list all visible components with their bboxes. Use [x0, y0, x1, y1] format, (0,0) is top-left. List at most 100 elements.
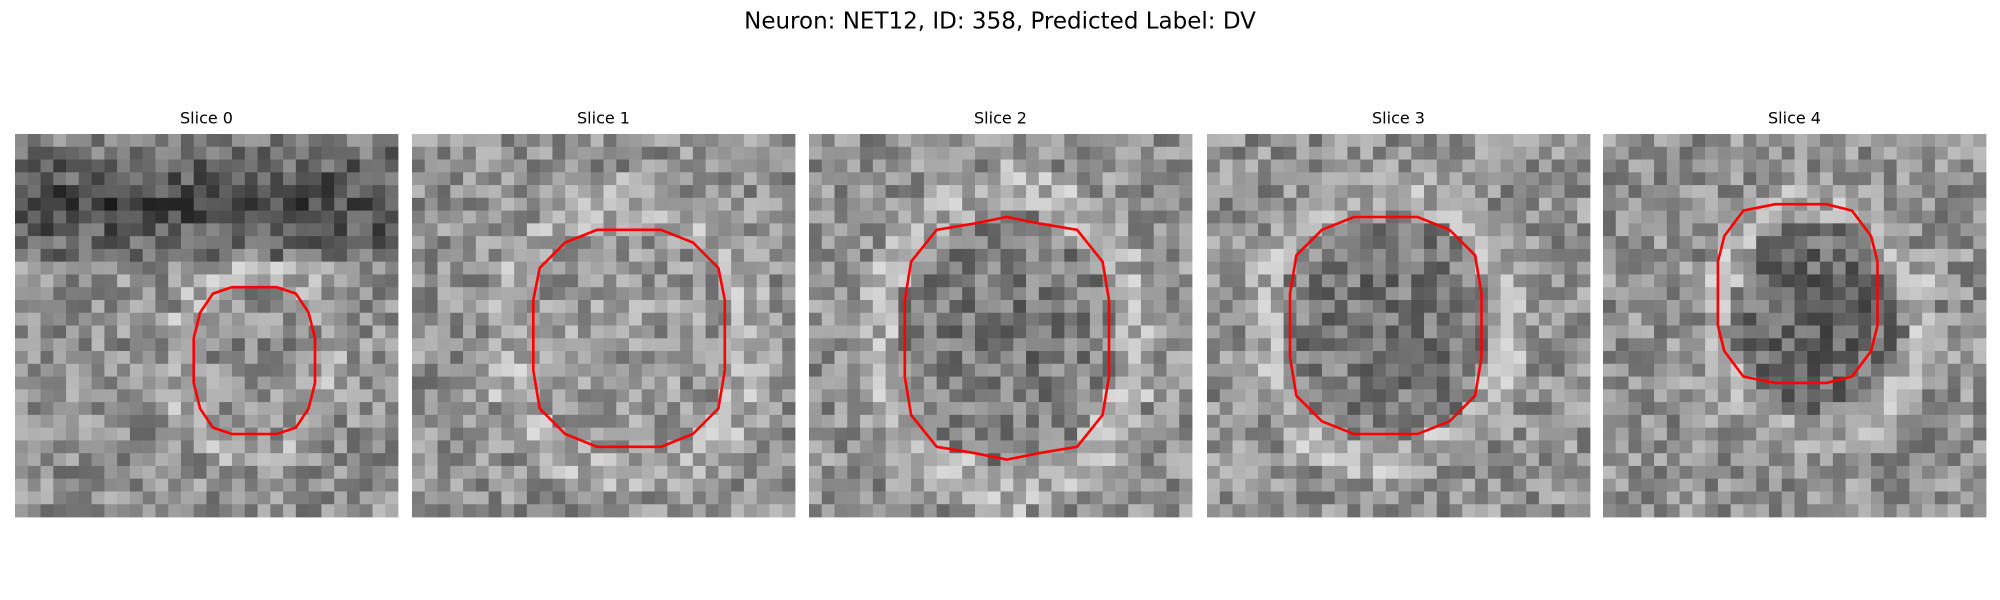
pixel	[1513, 389, 1527, 403]
pixel	[1858, 146, 1872, 160]
pixel	[809, 274, 823, 288]
pixel	[514, 185, 528, 199]
pixel	[987, 402, 1001, 416]
pixel	[412, 427, 426, 441]
pixel	[1513, 236, 1527, 250]
pixel	[1615, 465, 1629, 480]
pixel	[629, 389, 643, 403]
pixel	[424, 299, 438, 314]
pixel	[577, 146, 592, 160]
pixel	[308, 427, 322, 441]
pixel	[1258, 478, 1272, 492]
pixel	[1232, 312, 1246, 326]
pixel	[936, 491, 950, 505]
pixel	[1153, 299, 1167, 314]
pixel	[616, 287, 630, 301]
pixel	[1973, 210, 1987, 224]
pixel	[1705, 210, 1719, 224]
pixel	[53, 465, 67, 480]
pixel	[1832, 338, 1846, 352]
pixel	[1026, 248, 1040, 263]
pixel	[244, 325, 258, 339]
pixel	[1309, 504, 1323, 518]
pixel	[654, 465, 668, 480]
pixel	[680, 248, 694, 263]
pixel	[501, 414, 515, 429]
pixel	[860, 261, 874, 275]
pixel	[1666, 351, 1680, 365]
pixel	[372, 427, 386, 441]
pixel	[1743, 402, 1757, 416]
pixel	[129, 134, 144, 148]
pixel	[1641, 159, 1655, 173]
pixel	[1628, 299, 1642, 314]
pixel	[809, 261, 823, 275]
pixel	[1909, 351, 1923, 365]
pixel	[590, 185, 604, 199]
pixel	[308, 414, 322, 429]
pixel	[78, 261, 92, 275]
pixel	[1449, 414, 1463, 429]
pixel	[1820, 363, 1834, 377]
pixel	[1245, 440, 1259, 454]
pixel	[1628, 287, 1642, 301]
pixel	[962, 465, 976, 480]
pixel	[206, 427, 220, 441]
pixel	[885, 210, 899, 224]
pixel	[1462, 172, 1476, 186]
pixel	[1013, 185, 1027, 199]
pixel	[654, 185, 668, 199]
pixel	[475, 312, 489, 326]
pixel	[359, 159, 373, 173]
pixel	[15, 172, 29, 186]
pixel	[244, 504, 258, 518]
pixel	[219, 504, 233, 518]
pixel	[1756, 134, 1770, 148]
pixel	[514, 376, 528, 390]
pixel	[1115, 236, 1129, 250]
pixel	[1603, 478, 1617, 492]
pixel	[1717, 274, 1732, 288]
pixel	[1641, 146, 1655, 160]
pixel	[346, 440, 361, 454]
pixel	[15, 159, 29, 173]
pixel	[1513, 261, 1527, 275]
pixel	[1538, 427, 1553, 441]
pixel	[475, 236, 489, 250]
pixel	[1909, 134, 1923, 148]
pixel	[193, 185, 207, 199]
pixel	[1013, 236, 1027, 250]
pixel	[129, 402, 144, 416]
pixel	[1679, 223, 1693, 237]
pixel	[295, 236, 310, 250]
pixel	[1385, 491, 1399, 505]
pixel	[1000, 351, 1014, 365]
pixel	[1526, 491, 1540, 505]
pixel	[1128, 261, 1142, 275]
pixel	[1577, 376, 1591, 390]
pixel	[847, 453, 861, 467]
pixel	[1038, 274, 1052, 288]
pixel	[1973, 159, 1987, 173]
pixel	[731, 274, 745, 288]
pixel	[1756, 172, 1770, 186]
pixel	[1730, 414, 1744, 429]
pixel	[1372, 453, 1387, 467]
pixel	[654, 325, 668, 339]
pixel	[1051, 504, 1065, 518]
pixel	[232, 389, 246, 403]
pixel	[1115, 159, 1129, 173]
pixel	[1026, 351, 1040, 365]
pixel	[437, 312, 451, 326]
pixel	[974, 491, 989, 505]
pixel	[257, 440, 271, 454]
pixel	[1845, 197, 1859, 211]
pixel	[809, 185, 823, 199]
pixel	[898, 146, 912, 160]
pixel	[346, 351, 361, 365]
pixel	[142, 478, 156, 492]
pixel	[232, 478, 246, 492]
pixel	[1258, 299, 1272, 314]
pixel	[923, 248, 938, 263]
pixel	[53, 210, 67, 224]
